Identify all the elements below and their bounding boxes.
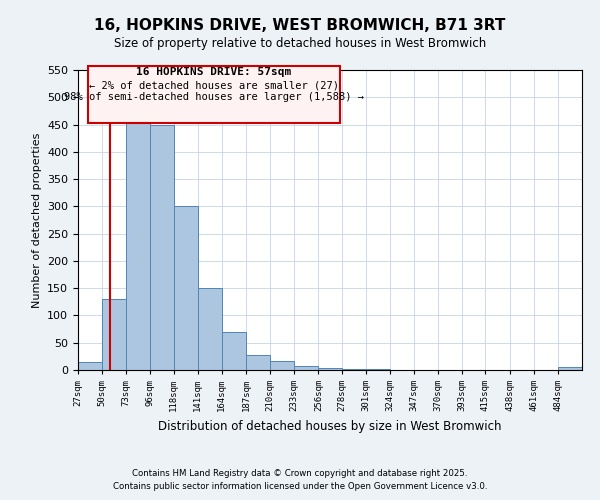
Bar — [270, 360, 294, 370]
Bar — [78, 362, 102, 370]
Bar — [222, 332, 246, 370]
Text: Contains public sector information licensed under the Open Government Licence v3: Contains public sector information licen… — [113, 482, 487, 491]
Y-axis label: Number of detached properties: Number of detached properties — [32, 132, 41, 308]
Text: Size of property relative to detached houses in West Bromwich: Size of property relative to detached ho… — [114, 38, 486, 51]
Bar — [198, 288, 222, 370]
Bar — [319, 368, 341, 370]
Text: 98% of semi-detached houses are larger (1,588) →: 98% of semi-detached houses are larger (… — [64, 92, 364, 102]
X-axis label: Distribution of detached houses by size in West Bromwich: Distribution of detached houses by size … — [158, 420, 502, 432]
Bar — [246, 354, 270, 370]
Bar — [127, 122, 151, 370]
Text: ← 2% of detached houses are smaller (27): ← 2% of detached houses are smaller (27) — [89, 80, 339, 90]
Bar — [173, 206, 198, 370]
Text: Contains HM Land Registry data © Crown copyright and database right 2025.: Contains HM Land Registry data © Crown c… — [132, 468, 468, 477]
Bar — [295, 366, 319, 370]
FancyBboxPatch shape — [88, 66, 340, 122]
Text: 16 HOPKINS DRIVE: 57sqm: 16 HOPKINS DRIVE: 57sqm — [136, 67, 292, 77]
Bar — [151, 124, 173, 370]
Bar — [102, 299, 127, 370]
Bar — [558, 368, 582, 370]
Text: 16, HOPKINS DRIVE, WEST BROMWICH, B71 3RT: 16, HOPKINS DRIVE, WEST BROMWICH, B71 3R… — [94, 18, 506, 32]
